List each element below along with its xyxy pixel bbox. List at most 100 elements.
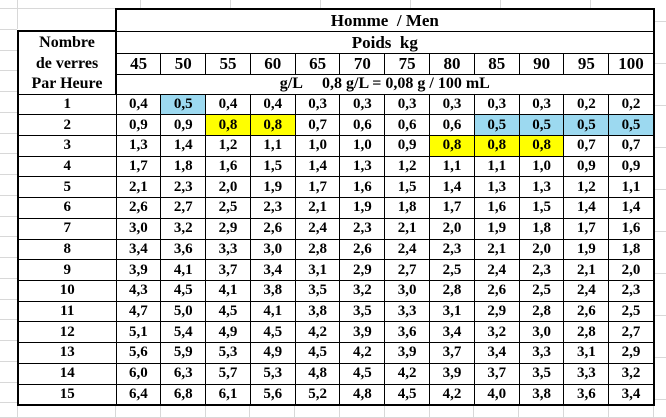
bac-cell: 6,0 [115,362,162,385]
bac-cell: 4,2 [339,342,386,364]
drinks-count-label: 14 [17,362,117,385]
drinks-count-label: 15 [17,383,117,406]
bac-cell: 2,3 [160,176,207,199]
bac-cell: 2,9 [205,217,251,240]
bac-cell: 0,9 [384,134,431,157]
bac-cell: 3,6 [563,383,610,406]
bac-cell: 1,0 [339,134,386,157]
drinks-count-label: 3 [17,134,117,157]
weight-header-poids-kg: Poids kg [115,30,655,54]
bac-cell: 1,5 [518,197,565,219]
gridline [607,405,609,417]
bac-cell: 2,6 [339,238,386,261]
bac-cell: 0,4 [115,93,162,116]
gridline [0,360,17,362]
bac-cell: 2,7 [160,197,207,219]
bac-cell: 1,9 [563,238,610,261]
weight-header-70: 70 [339,52,386,75]
bac-cell: 5,7 [205,362,251,385]
bac-cell: 4,1 [249,300,296,323]
bac-cell: 2,6 [115,197,162,219]
drinks-count-label: 10 [17,279,117,302]
bac-cell: 1,7 [294,176,341,199]
bac-cell: 0,3 [339,93,386,116]
bac-cell: 1,1 [473,155,520,178]
bac-cell: 2,4 [563,279,610,302]
weight-header-55: 55 [205,52,251,75]
bac-cell: 0,3 [473,93,520,116]
bac-cell: 1,5 [249,155,296,178]
bac-cell: 3,4 [115,238,162,261]
bac-cell: 2,6 [563,300,610,323]
bac-cell: 0,5 [563,114,610,136]
bac-cell: 3,0 [115,217,162,240]
gridline [410,0,411,8]
gridline [0,8,17,9]
gridline [428,405,430,417]
weight-header-50: 50 [160,52,207,75]
bac-cell: 5,6 [249,383,296,406]
bac-cell: 1,9 [339,197,386,219]
gridline [159,405,161,417]
bac-cell: 2,7 [608,321,655,344]
gridline [339,405,340,417]
bac-cell: 2,6 [473,279,520,302]
bac-cell: 1,3 [518,176,565,199]
gridline [17,8,115,9]
bac-cell: 5,9 [160,342,207,364]
drinks-count-label: 2 [17,114,117,136]
gridline [0,340,17,341]
bac-cell: 1,7 [429,197,475,219]
bac-cell: 3,1 [294,259,341,281]
bac-cell: 3,4 [249,259,296,281]
bac-cell: 1,3 [115,134,162,157]
drinks-count-label: 6 [17,197,117,219]
bac-cell: 4,5 [205,300,251,323]
bac-cell: 4,5 [339,362,386,385]
bac-cell: 3,8 [249,279,296,302]
bac-cell: 0,5 [518,114,565,136]
bac-cell: 2,8 [563,321,610,344]
bac-cell: 0,4 [249,93,296,116]
bac-cell: 3,3 [518,342,565,364]
bac-cell: 1,8 [384,197,431,219]
bac-cell: 3,0 [384,279,431,302]
gridline [653,273,666,274]
gridline [204,405,206,417]
bac-cell: 0,2 [563,93,610,116]
bac-cell: 2,0 [518,238,565,261]
bac-cell: 0,9 [160,114,207,136]
bac-cell: 3,5 [518,362,565,385]
bac-cell: 5,3 [249,362,296,385]
gridline [653,357,666,358]
gridline [383,405,385,417]
bac-cell: 1,1 [249,134,296,157]
bac-cell: 0,5 [160,93,207,116]
bac-cell: 3,0 [249,238,296,261]
bac-cell: 3,2 [473,321,520,344]
bac-cell: 0,2 [608,93,655,116]
bac-cell: 3,7 [473,362,520,385]
bac-cell: 2,5 [608,300,655,323]
bac-cell: 6,1 [205,383,251,406]
gridline [0,194,17,196]
bac-cell: 2,3 [518,259,565,281]
bac-cell: 2,6 [249,217,296,240]
bac-cell: 1,8 [160,155,207,178]
row-header-line-de-verres: de verres [17,53,117,74]
bac-cell: 0,3 [384,93,431,116]
gridline [140,0,141,8]
bac-cell: 5,2 [294,383,341,406]
bac-cell: 4,5 [294,342,341,364]
bac-cell: 1,1 [608,176,655,199]
weight-header-90: 90 [518,52,565,75]
bac-cell: 0,9 [115,114,162,136]
bac-cell: 2,4 [294,217,341,240]
gridline [115,405,116,417]
bac-cell: 0,8 [473,134,520,157]
gridline [653,63,666,64]
gridline [590,0,591,8]
bac-cell: 4,2 [429,383,475,406]
bac-cell: 2,1 [115,176,162,199]
